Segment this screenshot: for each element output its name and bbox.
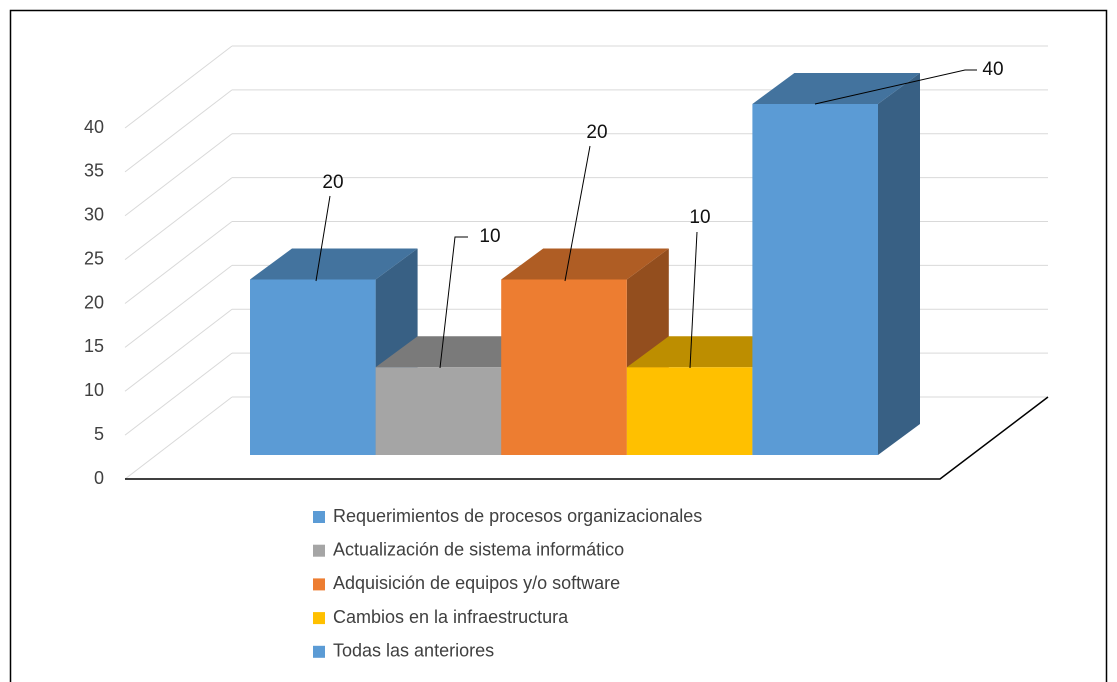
bar: [375, 367, 502, 455]
y-tick-label: 20: [84, 292, 104, 312]
grid-line: [124, 45, 233, 129]
grid-line: [124, 308, 233, 392]
leader-line: [689, 231, 698, 369]
data-label: 40: [982, 59, 1003, 80]
legend-label: Actualización de sistema informático: [333, 539, 624, 559]
legend-swatch: [313, 645, 325, 658]
legend-swatch: [313, 544, 325, 557]
leader-line: [439, 236, 468, 369]
grid-line: [124, 133, 233, 217]
y-tick-label: 30: [84, 205, 104, 225]
grid-line: [124, 177, 233, 261]
bar: [752, 104, 878, 455]
bar-side: [878, 73, 920, 455]
y-tick-label: 10: [84, 380, 104, 400]
bar-top: [752, 73, 920, 104]
leader-line: [814, 69, 977, 105]
bar: [626, 367, 753, 455]
legend-swatch: [313, 612, 325, 625]
legend-label: Adquisición de equipos y/o software: [333, 573, 620, 593]
data-label: 10: [479, 226, 500, 247]
legend-label: Cambios en la infraestructura: [333, 607, 569, 627]
y-tick-label: 0: [94, 468, 104, 488]
bar-top: [250, 248, 418, 280]
y-tick-label: 5: [94, 424, 104, 444]
leader-line: [564, 145, 591, 282]
y-tick-label: 25: [84, 248, 104, 268]
data-label: 20: [586, 122, 607, 143]
bar: [501, 279, 627, 455]
y-tick-label: 40: [84, 117, 104, 137]
grid-line: [124, 221, 233, 304]
grid-line: [124, 396, 233, 480]
data-label: 20: [322, 172, 343, 193]
legend-label: Requerimientos de procesos organizaciona…: [333, 506, 702, 526]
leader-line: [315, 195, 331, 282]
data-label: 10: [689, 207, 710, 228]
legend-swatch: [313, 578, 325, 591]
grid-line: [124, 264, 233, 348]
bar: [250, 279, 376, 455]
legend-swatch: [313, 511, 325, 523]
legend-label: Todas las anteriores: [333, 641, 494, 661]
grid-line: [124, 89, 233, 173]
grid-line: [124, 352, 233, 436]
bar-top: [501, 248, 669, 280]
y-tick-label: 15: [84, 336, 104, 356]
y-tick-label: 35: [84, 161, 104, 181]
floor-edge: [125, 396, 1049, 480]
